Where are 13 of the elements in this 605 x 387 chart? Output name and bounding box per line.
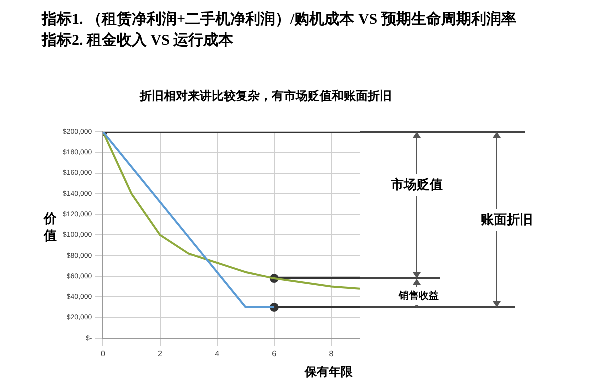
x-tick-label: 4 [215,349,220,358]
text: 销售收益 [396,286,442,305]
text: 折旧相对来讲比较复杂，有市场贬值和账面折旧 [140,88,392,105]
chart-subtitle: 指标2. 租金收入 VS 运行成本 [42,31,235,51]
text: 账面折旧 [478,208,536,231]
x-tick-label: 0 [100,349,106,358]
text: 市场贬值 [388,174,446,196]
x-tick-label: 2 [158,349,164,358]
x-tick-label: 6 [272,349,278,358]
y-axis-title: 价值 [44,210,58,244]
x-axis-title: 保有年限 [305,364,353,381]
x-tick-label: 8 [329,349,334,358]
chart-title: 指标1. （租赁净利润+二手机净利润）/购机成本 VS 预期生命周期利润率 [42,10,516,30]
